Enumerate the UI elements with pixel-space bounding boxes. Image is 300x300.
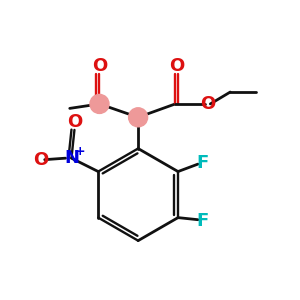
Text: O: O [67, 112, 82, 130]
Text: O: O [92, 57, 107, 75]
Text: O: O [200, 95, 215, 113]
Text: F: F [196, 154, 208, 172]
Text: O: O [169, 57, 184, 75]
Text: +: + [74, 145, 85, 158]
Text: N: N [64, 149, 79, 167]
Circle shape [90, 94, 109, 113]
Text: O: O [33, 151, 48, 169]
Circle shape [129, 108, 148, 127]
Text: F: F [196, 212, 208, 230]
